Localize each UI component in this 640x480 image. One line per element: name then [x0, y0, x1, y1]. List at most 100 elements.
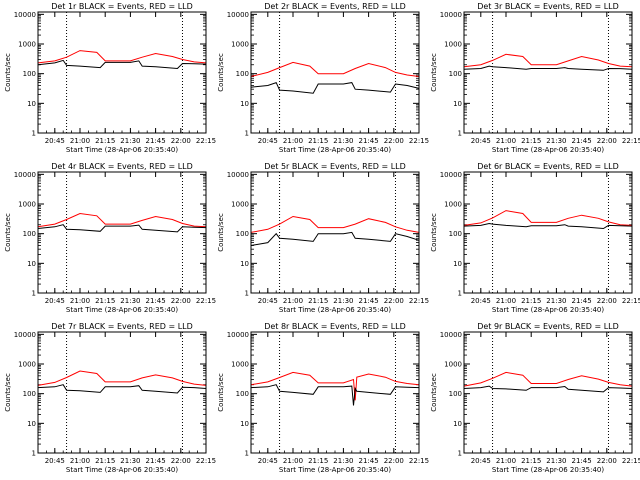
plot-frame [463, 171, 633, 294]
panel-title: Det 7r BLACK = Events, RED = LLD [51, 322, 193, 331]
x-tick-label: 21:00 [283, 297, 303, 305]
y-tick-label: 10 [27, 420, 36, 428]
events-series-line [250, 384, 420, 406]
x-tick-label: 20:45 [258, 137, 278, 145]
x-tick-label: 21:45 [359, 457, 379, 465]
x-tick-label: 21:15 [308, 137, 328, 145]
y-tick-label: 10000 [14, 11, 36, 19]
plot-frame [37, 11, 207, 134]
y-tick-label: 100 [449, 70, 462, 78]
y-axis-label: Counts/sec [4, 373, 12, 412]
y-axis-label: Counts/sec [4, 53, 12, 92]
x-tick-label: 22:00 [597, 297, 617, 305]
y-tick-label: 1 [245, 450, 249, 458]
x-axis-label: Start Time (28-Apr-06 20:35:40) [279, 466, 391, 474]
x-tick-label: 21:45 [146, 297, 166, 305]
x-tick-label: 21:15 [521, 457, 541, 465]
panel-title: Det 8r BLACK = Events, RED = LLD [264, 322, 406, 331]
events-series-line [37, 224, 207, 233]
x-tick-label: 21:45 [572, 457, 592, 465]
panel-title: Det 6r BLACK = Events, RED = LLD [477, 162, 619, 171]
y-tick-label: 1 [245, 290, 249, 298]
x-axis-label: Start Time (28-Apr-06 20:35:40) [279, 146, 391, 154]
x-tick-label: 22:15 [409, 457, 429, 465]
y-tick-label: 10000 [14, 171, 36, 179]
y-tick-label: 1 [458, 450, 462, 458]
x-axis-label: Start Time (28-Apr-06 20:35:40) [492, 466, 604, 474]
events-series-line [463, 385, 633, 393]
x-tick-label: 20:45 [45, 457, 65, 465]
lld-series-line [463, 210, 633, 226]
lld-series-line [37, 370, 207, 386]
y-tick-label: 1 [458, 130, 462, 138]
y-tick-label: 1000 [444, 361, 462, 369]
panel-det-3: Det 3r BLACK = Events, RED = LLD Counts/s… [430, 2, 640, 154]
lld-series-line [463, 371, 633, 387]
plot-frame [463, 331, 633, 454]
x-tick-label: 21:00 [70, 137, 90, 145]
events-series-line [37, 384, 207, 394]
y-axis-label: Counts/sec [430, 53, 438, 92]
y-tick-label: 1000 [231, 41, 249, 49]
plot-frame [250, 11, 420, 134]
plot-frame [250, 331, 420, 454]
y-tick-label: 100 [236, 70, 249, 78]
events-series-line [463, 65, 633, 71]
y-tick-label: 100 [236, 390, 249, 398]
lld-series-line [250, 371, 420, 401]
x-tick-label: 21:15 [95, 457, 115, 465]
lld-series-line [250, 61, 420, 77]
x-axis-label: Start Time (28-Apr-06 20:35:40) [66, 146, 178, 154]
y-tick-label: 100 [236, 230, 249, 238]
y-tick-label: 10 [240, 420, 249, 428]
x-axis-label: Start Time (28-Apr-06 20:35:40) [492, 306, 604, 314]
x-tick-label: 21:45 [359, 137, 379, 145]
y-tick-label: 10000 [227, 11, 249, 19]
x-tick-label: 21:15 [521, 137, 541, 145]
plot-frame [463, 11, 633, 134]
y-tick-label: 100 [23, 390, 36, 398]
y-tick-label: 10000 [14, 331, 36, 339]
x-tick-label: 21:00 [496, 297, 516, 305]
panel-title: Det 5r BLACK = Events, RED = LLD [264, 162, 406, 171]
x-tick-label: 22:15 [409, 137, 429, 145]
y-tick-label: 10 [453, 100, 462, 108]
x-tick-label: 21:00 [496, 137, 516, 145]
x-tick-label: 21:45 [146, 457, 166, 465]
x-tick-label: 22:00 [171, 297, 191, 305]
x-tick-label: 22:00 [384, 297, 404, 305]
panel-title: Det 1r BLACK = Events, RED = LLD [51, 2, 193, 11]
plot-frame [37, 171, 207, 294]
y-tick-label: 10 [240, 100, 249, 108]
x-tick-label: 21:30 [120, 457, 140, 465]
x-tick-label: 22:00 [171, 457, 191, 465]
y-tick-label: 10 [453, 420, 462, 428]
lld-series-line [463, 53, 633, 68]
x-tick-label: 21:30 [120, 297, 140, 305]
x-tick-label: 20:45 [258, 297, 278, 305]
y-axis-label: Counts/sec [217, 53, 225, 92]
x-tick-label: 21:15 [95, 297, 115, 305]
y-tick-label: 1000 [18, 201, 36, 209]
x-tick-label: 22:15 [409, 297, 429, 305]
panel-det-1: Det 1r BLACK = Events, RED = LLD Counts/s… [4, 2, 216, 154]
x-tick-label: 22:00 [597, 457, 617, 465]
y-axis-label: Counts/sec [430, 213, 438, 252]
y-axis-label: Counts/sec [4, 213, 12, 252]
y-tick-label: 1000 [18, 361, 36, 369]
x-tick-label: 22:15 [622, 297, 640, 305]
y-tick-label: 10 [240, 260, 249, 268]
events-series-line [463, 222, 633, 230]
x-tick-label: 21:15 [308, 297, 328, 305]
x-tick-label: 21:00 [70, 297, 90, 305]
x-tick-label: 21:00 [283, 457, 303, 465]
y-tick-label: 10000 [440, 331, 462, 339]
x-tick-label: 20:45 [471, 297, 491, 305]
y-tick-label: 1 [458, 290, 462, 298]
y-tick-label: 10000 [227, 331, 249, 339]
x-axis-label: Start Time (28-Apr-06 20:35:40) [279, 306, 391, 314]
x-tick-label: 21:15 [521, 297, 541, 305]
y-tick-label: 1000 [18, 41, 36, 49]
panel-det-4: Det 4r BLACK = Events, RED = LLD Counts/s… [4, 162, 216, 314]
y-tick-label: 10 [27, 100, 36, 108]
